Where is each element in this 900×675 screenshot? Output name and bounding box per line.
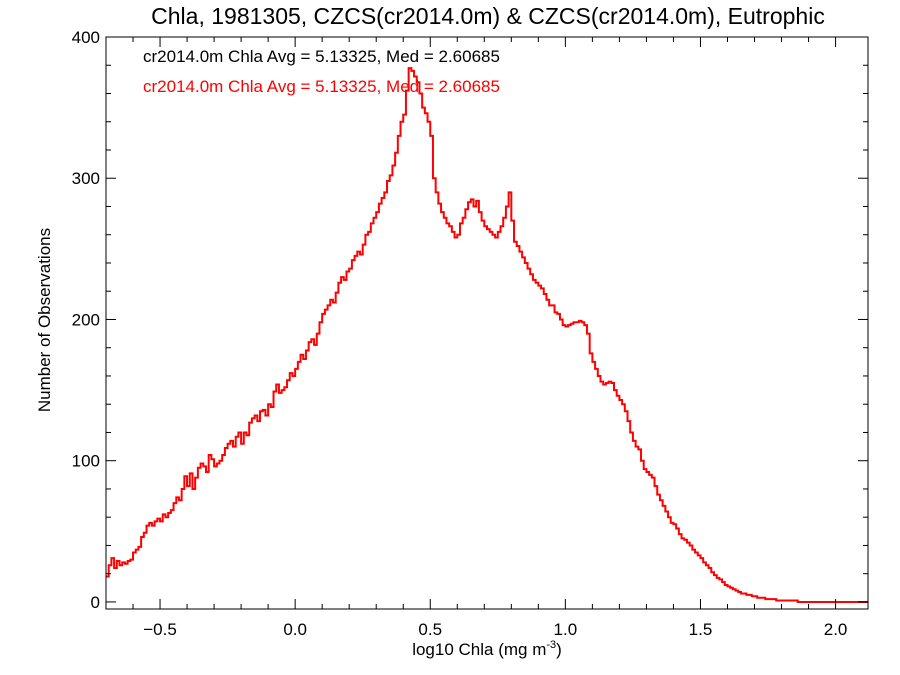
x-axis-label-main: log10 Chla (mg m	[412, 640, 546, 659]
y-tick-label: 300	[72, 169, 100, 188]
x-tick-label: −0.5	[143, 620, 177, 639]
x-axis-label-superscript: -3	[546, 639, 556, 651]
x-tick-label: 0.5	[418, 620, 442, 639]
x-axis-label-end: )	[556, 640, 562, 659]
y-tick-label: 400	[72, 28, 100, 47]
y-tick-label: 200	[72, 310, 100, 329]
y-axis-label: Number of Observations	[35, 228, 54, 412]
x-tick-label: 1.5	[689, 620, 713, 639]
x-tick-label: 2.0	[824, 620, 848, 639]
chart-title: Chla, 1981305, CZCS(cr2014.0m) & CZCS(cr…	[151, 3, 825, 29]
annotation-red: cr2014.0m Chla Avg = 5.13325, Med = 2.60…	[143, 77, 500, 96]
plot-frame	[105, 36, 869, 610]
x-tick-label: 0.0	[283, 620, 307, 639]
x-axis-label: log10 Chla (mg m-3)	[412, 639, 562, 659]
x-tick-label: 1.0	[554, 620, 578, 639]
annotation-black: cr2014.0m Chla Avg = 5.13325, Med = 2.60…	[143, 47, 500, 66]
y-tick-label: 100	[72, 452, 100, 471]
histogram-series-line	[106, 67, 868, 603]
y-tick-label: 0	[91, 593, 100, 612]
plot-area: −0.5 0.0 0.5 1.0 1.5 2.0 0 100 200 300 400	[72, 28, 869, 639]
